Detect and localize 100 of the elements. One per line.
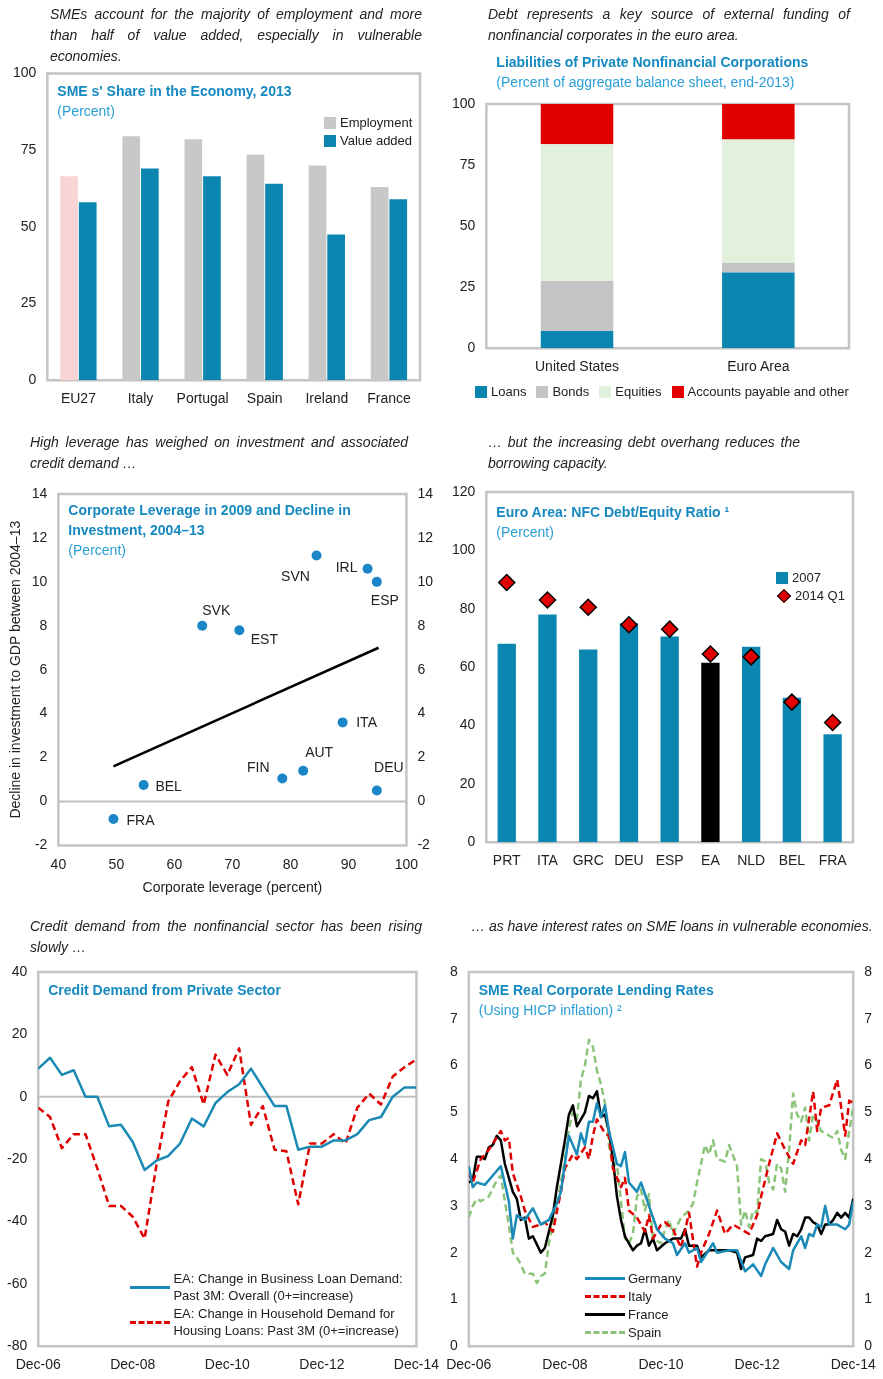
y-tick-label: 40 xyxy=(11,962,28,979)
y2-tick-label: 7 xyxy=(864,1009,873,1026)
legend-label: Bonds xyxy=(552,383,590,401)
y-tick-label: -2 xyxy=(34,836,48,853)
y2-tick-label: 8 xyxy=(417,616,426,633)
bar xyxy=(722,262,795,273)
annotation: FRA xyxy=(126,812,155,829)
chart-subtitle: (Percent of aggregate balance sheet, end-2013) xyxy=(496,73,796,92)
y-tick-label: 75 xyxy=(20,140,37,157)
annotation: IRL xyxy=(335,558,358,575)
y-tick-label: 7 xyxy=(449,1009,458,1026)
x-tick-label: Portugal xyxy=(176,390,229,407)
annotation: FIN xyxy=(247,759,270,776)
legend-label: Germany xyxy=(628,1270,682,1288)
y-tick-label: 0 xyxy=(467,339,476,356)
x-tick-label: Italy xyxy=(127,390,154,407)
x-tick-label: 40 xyxy=(50,855,67,872)
y-axis-title: Decline in investment to GDP between 2004–13 xyxy=(7,520,24,819)
point xyxy=(701,645,720,663)
y2-tick-label: 1 xyxy=(864,1290,873,1307)
text: Credit Demand from Private Sector xyxy=(48,981,282,1000)
text: Debt represents a key source of external funding of nonfinancial corporates in the euro area. xyxy=(488,5,850,45)
x-tick-label: Spain xyxy=(246,390,283,407)
x-tick-label: 70 xyxy=(224,855,241,872)
y-tick-label: 2 xyxy=(449,1243,458,1260)
y2-tick-label: 8 xyxy=(864,962,873,979)
bar xyxy=(741,646,761,843)
point xyxy=(362,563,373,574)
y-tick-label: 6 xyxy=(449,1056,458,1073)
x-tick-label: ITA xyxy=(537,852,559,869)
legend-label: Equities xyxy=(615,383,662,401)
y2-tick-label: 0 xyxy=(417,792,426,809)
text: (Percent) xyxy=(57,103,115,120)
y-tick-label: 25 xyxy=(459,278,476,295)
legend-label: Accounts payable and other xyxy=(687,383,849,401)
annotation: BEL xyxy=(155,778,182,794)
y-tick-label: 100 xyxy=(452,541,476,558)
x-tick-label: 60 xyxy=(166,855,183,872)
bar xyxy=(782,697,802,843)
x-tick-label: Dec-10 xyxy=(638,1356,684,1373)
y-tick-label: 12 xyxy=(31,528,48,545)
y2-tick-label: 3 xyxy=(864,1196,873,1213)
y-tick-label: 2 xyxy=(39,748,48,765)
annotation: EST xyxy=(250,631,278,648)
line-series xyxy=(468,1038,854,1285)
bar xyxy=(538,614,557,843)
y2-tick-label: -2 xyxy=(417,836,431,853)
legend-label: Loans xyxy=(491,383,527,401)
x-tick-label: EU27 xyxy=(60,390,97,407)
y-tick-label: 10 xyxy=(31,572,48,589)
x-tick-label: Dec-12 xyxy=(299,1356,345,1373)
y2-tick-label: 4 xyxy=(864,1149,873,1166)
x-tick-label: Dec-10 xyxy=(204,1356,251,1373)
x-tick-label: 80 xyxy=(282,855,299,872)
text: (Percent) xyxy=(68,541,127,560)
legend-label: France xyxy=(628,1306,669,1324)
annotation: SVK xyxy=(202,601,231,618)
point xyxy=(538,591,557,609)
x-tick-label: FRA xyxy=(818,852,848,869)
annotation: SVN xyxy=(281,568,310,585)
x-tick-label: ESP xyxy=(655,852,684,869)
y-tick-label: -20 xyxy=(7,1149,28,1166)
point xyxy=(371,576,382,587)
text: Corporate Leverage in 2009 and Decline in Investment, 2004–13 xyxy=(68,501,352,540)
text: SMEs account for the majority of employment and more than half of value added, especially in vulnerable economies. xyxy=(50,5,422,66)
y-tick-label: 75 xyxy=(459,155,476,172)
point xyxy=(823,713,842,732)
y-tick-label: 0 xyxy=(28,371,37,388)
x-tick-label: 50 xyxy=(108,855,125,872)
x-tick-label: Dec-12 xyxy=(734,1356,780,1373)
y2-tick-label: 4 xyxy=(417,704,426,721)
point xyxy=(620,616,638,634)
bar xyxy=(540,281,614,332)
x-tick-label: Dec-14 xyxy=(830,1356,876,1373)
bar xyxy=(619,623,639,843)
chart-title: Liabilities of Private Nonfinancial Corporations xyxy=(496,53,810,72)
x-tick-label: GRC xyxy=(572,852,604,869)
legend-label: EA: Change in Household Demand for Housing Loans: Past 3M (0+=increase) xyxy=(173,1305,400,1340)
y-tick-label: 8 xyxy=(39,616,48,633)
point xyxy=(197,620,208,631)
text: … as have interest rates on SME loans in vulnerable economies. xyxy=(471,917,874,936)
point xyxy=(337,717,348,728)
text: SME Real Corporate Lending Rates xyxy=(478,981,715,1000)
point xyxy=(742,648,760,666)
x-axis-title: Corporate leverage (percent) xyxy=(142,879,323,896)
y-tick-label: 0 xyxy=(39,792,48,809)
x-tick-label: Dec-08 xyxy=(110,1356,156,1373)
bar xyxy=(389,199,408,381)
y-tick-label: 6 xyxy=(39,660,48,677)
legend-label: Employment xyxy=(340,114,413,132)
bar xyxy=(60,176,78,381)
y2-tick-label: 6 xyxy=(417,660,426,677)
x-tick-label: EA xyxy=(701,852,721,869)
point xyxy=(234,625,245,636)
legend-label: Value added xyxy=(340,132,413,150)
bar xyxy=(78,202,97,381)
y-tick-label: -60 xyxy=(7,1274,28,1291)
x-tick-label: 90 xyxy=(340,855,357,872)
y2-tick-label: 12 xyxy=(417,528,434,545)
y-tick-label: -40 xyxy=(7,1212,28,1229)
